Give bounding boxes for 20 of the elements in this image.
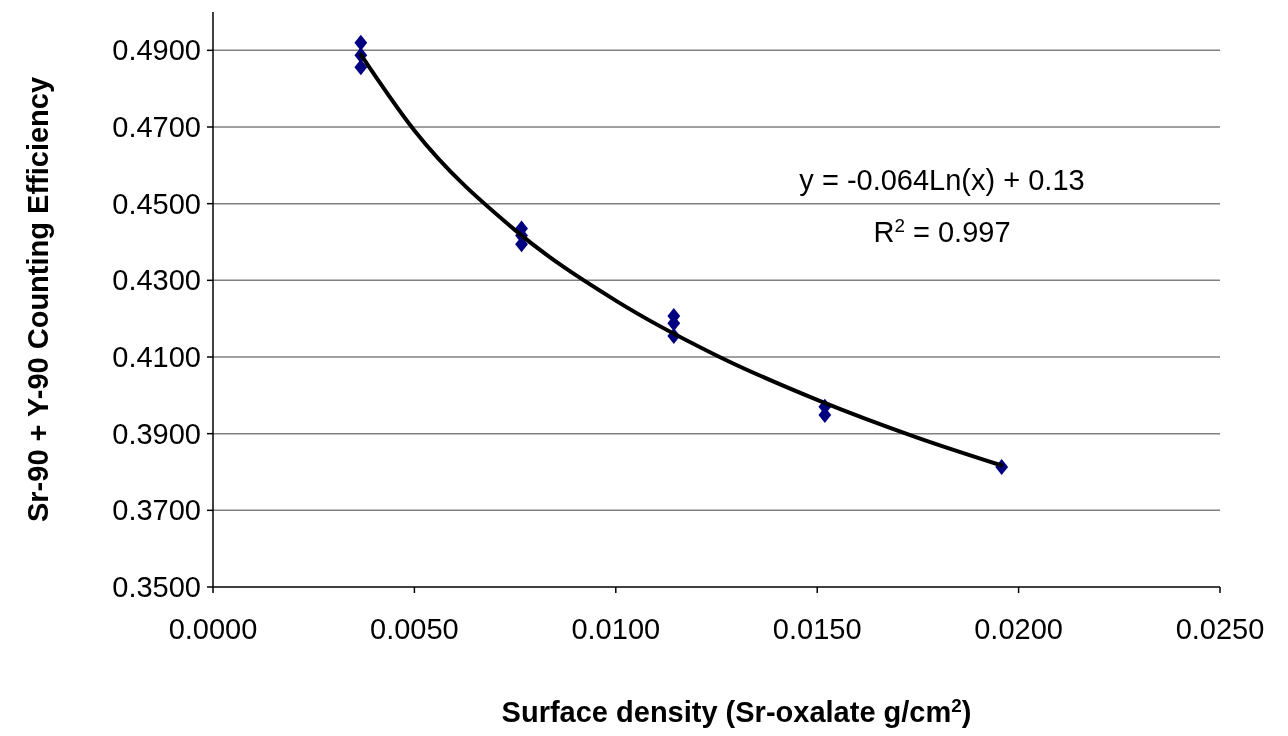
y-tick-label: 0.4500 bbox=[112, 187, 201, 220]
x-axis-title: Surface density (Sr-oxalate g/cm$^{2}$) bbox=[501, 694, 972, 728]
y-tick-label: 0.4900 bbox=[112, 34, 201, 67]
x-tick-label: 0.0200 bbox=[974, 613, 1063, 645]
y-tick-label: 0.4300 bbox=[112, 264, 201, 297]
x-tick-label: 0.0100 bbox=[571, 613, 661, 645]
y-tick-label: 0.4100 bbox=[112, 341, 201, 374]
x-tick-label: 0.0000 bbox=[168, 613, 258, 645]
y-tick-label: 0.3700 bbox=[112, 494, 201, 527]
x-tick-label: 0.0150 bbox=[772, 613, 862, 645]
annotation: y = -0.064Ln(x) + 0.13 bbox=[799, 164, 1085, 196]
annotation: R$^{2}$ = 0.997 bbox=[873, 214, 1011, 248]
y-tick-label: 0.3900 bbox=[112, 417, 201, 450]
point bbox=[354, 34, 368, 51]
y-tick-label: 0.4700 bbox=[112, 111, 201, 144]
y-axis-title: Sr-90 + Y-90 Counting Efficiency bbox=[22, 76, 54, 523]
x-tick-label: 0.0250 bbox=[1175, 613, 1265, 645]
point bbox=[354, 59, 368, 76]
x-tick-label: 0.0050 bbox=[370, 613, 459, 645]
y-tick-label: 0.3500 bbox=[112, 571, 201, 604]
